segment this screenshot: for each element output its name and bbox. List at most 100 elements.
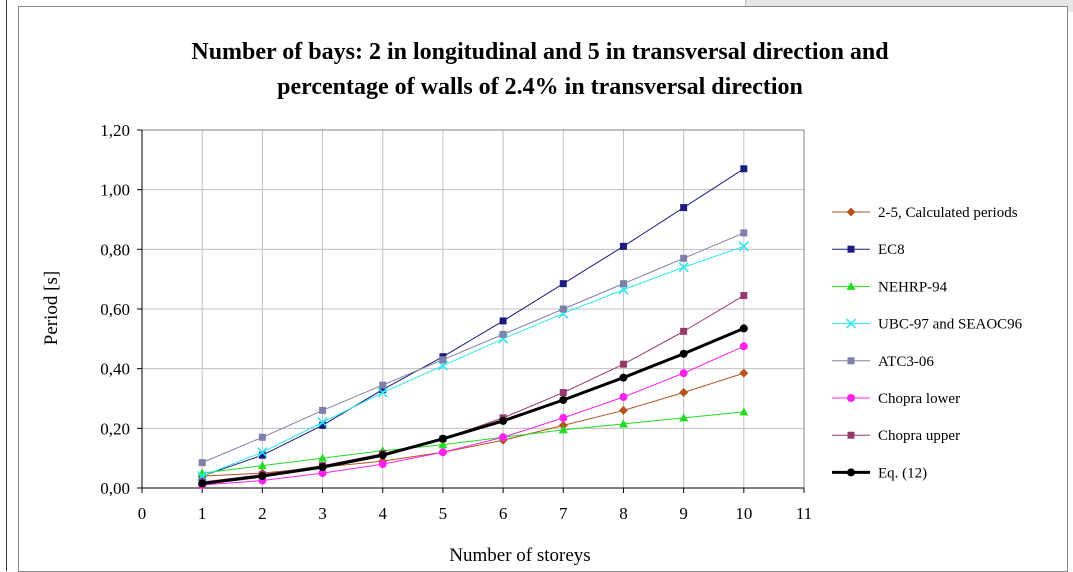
data-point — [680, 254, 688, 262]
data-point — [738, 241, 749, 252]
x-tick-label: 11 — [796, 504, 812, 523]
series-chopra-upper — [198, 292, 748, 486]
data-point — [619, 373, 628, 382]
data-point — [379, 381, 387, 389]
series-line — [202, 372, 744, 477]
data-point — [198, 479, 207, 488]
data-point — [559, 305, 567, 313]
y-tick-label: 0,20 — [100, 419, 130, 438]
data-point — [318, 469, 327, 478]
x-tick-label: 10 — [735, 504, 752, 523]
legend-label: EC8 — [878, 242, 905, 258]
legend-entry-chopra-lower: Chopra lower — [832, 391, 960, 407]
data-point — [198, 459, 206, 467]
series-line — [202, 411, 744, 474]
data-point — [438, 434, 447, 443]
data-point — [739, 342, 748, 351]
legend-marker — [847, 394, 855, 402]
y-tick-labels: 0,00 0,20 0,40 0,60 0,80 1,00 1,20 — [100, 121, 130, 498]
data-point — [499, 416, 508, 425]
series-line — [201, 327, 745, 486]
series-eq-12 — [198, 324, 748, 488]
data-point — [319, 406, 327, 414]
data-point — [319, 421, 327, 429]
series-line — [202, 168, 745, 477]
x-tick-label: 1 — [198, 504, 207, 523]
series-chopra-lower — [198, 342, 748, 490]
chart-title-line-2: percentage of walls of 2.4% in transvers… — [277, 74, 803, 100]
data-point — [679, 388, 689, 398]
data-point — [379, 386, 387, 394]
x-tick-label: 6 — [499, 504, 508, 523]
data-point — [679, 349, 688, 358]
data-point — [619, 242, 627, 250]
data-point — [740, 229, 748, 237]
data-point — [438, 440, 448, 449]
data-point — [377, 387, 388, 398]
series-line — [202, 345, 745, 486]
legend-label: ATC3-06 — [878, 354, 934, 370]
data-point — [619, 360, 627, 368]
data-point — [318, 463, 327, 472]
data-point — [739, 407, 749, 416]
data-point — [257, 447, 268, 458]
data-point — [438, 448, 447, 457]
data-point — [618, 419, 628, 428]
legend-marker — [846, 207, 856, 217]
series-atc3-06 — [198, 229, 748, 467]
legend: 2-5, Calculated periods EC8 NEHRP-94 UBC-97… — [832, 205, 1023, 481]
data-point — [740, 292, 748, 300]
series-nehrp-94 — [197, 407, 749, 477]
data-point — [499, 330, 507, 338]
legend-label: Chopra upper — [878, 428, 960, 444]
y-tick-label: 0,80 — [100, 240, 130, 259]
legend-label: 2-5, Calculated periods — [878, 205, 1018, 221]
y-tick-label: 1,00 — [100, 181, 130, 200]
data-point — [559, 395, 568, 404]
data-point — [258, 472, 267, 481]
data-point — [378, 460, 387, 469]
legend-entry-eq-12: Eq. (12) — [832, 465, 927, 481]
data-point — [739, 324, 748, 333]
legend-label: Chopra lower — [878, 391, 960, 407]
x-tick-label: 3 — [318, 504, 327, 523]
data-point — [740, 165, 748, 173]
data-point — [499, 433, 508, 442]
data-point — [317, 417, 328, 428]
series-line — [201, 232, 745, 464]
legend-marker — [847, 431, 855, 439]
data-point — [680, 204, 688, 212]
x-tick-label: 4 — [378, 504, 387, 523]
data-point — [558, 425, 568, 434]
data-point — [680, 327, 688, 335]
data-point — [258, 451, 266, 459]
data-point — [318, 453, 328, 462]
grid — [142, 129, 804, 488]
series-group — [197, 165, 749, 490]
data-point — [679, 369, 688, 378]
x-tick-label: 9 — [679, 504, 688, 523]
data-point — [257, 461, 267, 470]
chart-title-line-1: Number of bays: 2 in longitudinal and 5 … — [191, 39, 889, 65]
legend-marker — [847, 468, 855, 477]
x-tick-label: 7 — [559, 504, 568, 523]
data-point — [678, 262, 689, 273]
data-point — [559, 280, 567, 288]
series-ec8 — [198, 165, 748, 480]
legend-entry-ec8: EC8 — [832, 242, 905, 258]
legend-entry-nehrp-94: NEHRP-94 — [832, 279, 948, 295]
data-point — [559, 413, 568, 422]
legend-entry-chopra-upper: Chopra upper — [832, 428, 960, 444]
series-line — [201, 245, 744, 477]
data-point — [619, 393, 628, 402]
x-tick-label: 8 — [619, 504, 628, 523]
data-point — [378, 451, 387, 460]
series-line — [202, 295, 745, 483]
legend-label: UBC-97 and SEAOC96 — [878, 317, 1023, 333]
data-point — [739, 368, 749, 378]
legend-marker — [847, 357, 855, 365]
chart-frame — [18, 6, 1068, 572]
x-tick-labels: 0 1 2 3 4 5 6 7 8 9 10 11 — [138, 504, 812, 523]
legend-label: Eq. (12) — [878, 465, 927, 481]
